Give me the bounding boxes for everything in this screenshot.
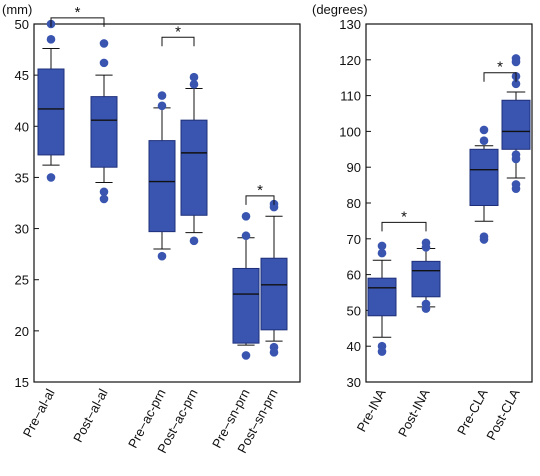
outlier-point <box>511 150 521 159</box>
y-tick-label: 80 <box>347 196 361 211</box>
y-tick-label: 50 <box>347 303 361 318</box>
outlier-point <box>377 248 387 258</box>
outlier-point <box>511 180 521 189</box>
box-mm-5 <box>232 211 260 360</box>
box-body <box>260 257 288 331</box>
box-body <box>411 260 441 298</box>
outlier-point <box>511 54 521 63</box>
y-tick-label: 40 <box>15 119 29 134</box>
unit-label: (degrees) <box>312 2 368 17</box>
chart-panel-deg: (degrees) 30 40 50 60 70 80 90 100 110 120 130 Pre-I… <box>312 2 533 443</box>
box-mm-6 <box>260 199 288 357</box>
unit-label: (mm) <box>2 2 32 17</box>
category-label: Post-INA <box>395 386 433 439</box>
box-deg-3 <box>469 125 499 244</box>
significance-bracket: * <box>50 4 105 27</box>
outlier-point <box>479 136 489 146</box>
outlier-point <box>189 236 199 246</box>
box-deg-2 <box>411 238 441 313</box>
box-body <box>232 267 260 344</box>
significance-bracket: * <box>245 182 275 205</box>
box-mm-2 <box>90 39 118 204</box>
box-deg-1 <box>367 241 397 356</box>
box-body <box>37 68 65 156</box>
outlier-point <box>377 241 387 251</box>
outlier-point <box>269 342 279 352</box>
y-tick-label: 35 <box>15 170 29 185</box>
box-mm-3 <box>148 91 176 261</box>
outlier-point <box>46 35 56 44</box>
bracket-line <box>245 195 275 205</box>
significance-bracket: * <box>381 208 427 232</box>
bracket-line <box>381 221 427 232</box>
y-tick-label: 30 <box>15 222 29 237</box>
box-body <box>469 148 499 207</box>
outlier-point <box>511 79 521 89</box>
y-tick-label: 20 <box>15 324 29 339</box>
y-tick-label: 110 <box>340 89 361 104</box>
outlier-point <box>421 299 431 309</box>
box-body <box>148 140 176 233</box>
outlier-point <box>99 58 109 68</box>
outlier-point <box>479 232 489 241</box>
bracket-line <box>161 36 195 47</box>
outlier-point <box>421 238 431 248</box>
outlier-point <box>189 80 199 89</box>
category-label: Post−al-al <box>70 386 111 445</box>
y-tick-label: 60 <box>347 268 361 283</box>
box-body <box>367 277 397 317</box>
category-label: Pre-INA <box>354 386 389 434</box>
significance-bracket: * <box>483 59 517 82</box>
y-tick-label: 40 <box>347 339 361 354</box>
significance-star: * <box>497 59 503 76</box>
outlier-point <box>479 125 489 135</box>
box-deg-4 <box>501 54 531 193</box>
significance-star: * <box>175 23 181 40</box>
plot-frame <box>33 23 301 383</box>
box-body <box>501 99 531 150</box>
box-mm-4 <box>180 72 208 246</box>
outlier-point <box>157 91 167 100</box>
y-tick-label: 15 <box>15 375 29 390</box>
significance-star: * <box>75 4 81 21</box>
outlier-point <box>241 211 251 221</box>
box-mm-1 <box>37 19 65 182</box>
category-label: Pre−al-al <box>20 386 58 439</box>
outlier-point <box>99 39 109 48</box>
outlier-point <box>157 101 167 111</box>
box-body <box>90 96 118 168</box>
bracket-line <box>483 72 517 82</box>
significance-star: * <box>401 208 407 225</box>
y-tick-label: 50 <box>15 17 29 32</box>
outlier-point <box>157 251 167 261</box>
significance-star: * <box>257 182 263 199</box>
significance-bracket: * <box>161 23 195 47</box>
outlier-point <box>189 72 199 82</box>
outlier-point <box>99 187 109 197</box>
y-tick-label: 100 <box>339 124 361 139</box>
bracket-line <box>50 17 105 27</box>
y-tick-label: 70 <box>347 232 361 247</box>
outlier-point <box>46 173 56 182</box>
y-tick-label: 25 <box>15 273 29 288</box>
outlier-point <box>99 194 109 204</box>
outlier-point <box>241 231 251 241</box>
y-tick-label: 90 <box>347 160 361 175</box>
y-tick-label: 30 <box>347 375 361 390</box>
box-body <box>180 119 208 216</box>
y-tick-label: 130 <box>339 17 361 32</box>
y-tick-label: 45 <box>15 68 29 83</box>
y-tick-label: 120 <box>339 53 361 68</box>
outlier-point <box>377 341 387 351</box>
plot-frame <box>365 23 533 383</box>
outlier-point <box>241 351 251 360</box>
